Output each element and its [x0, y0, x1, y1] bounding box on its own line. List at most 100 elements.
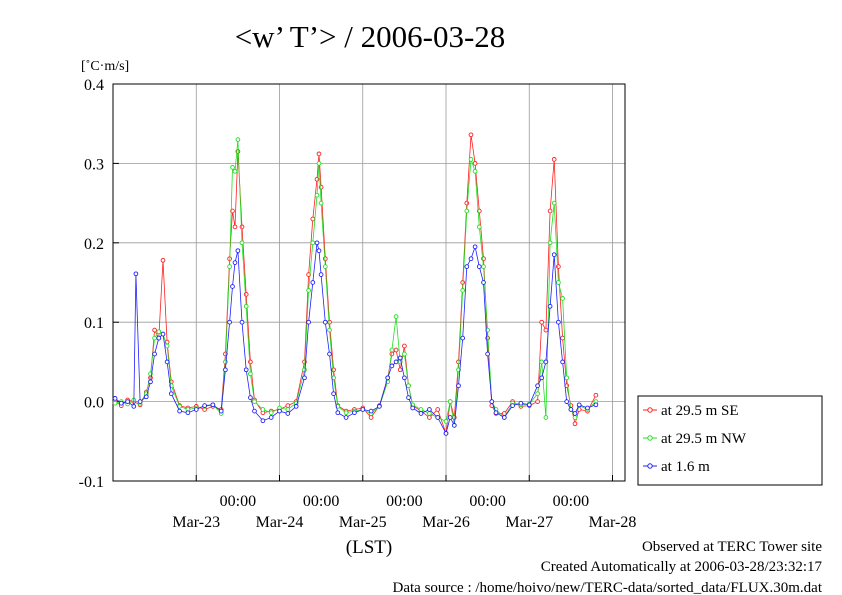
series-1-point-78 — [551, 200, 557, 206]
series-2-point-30 — [277, 408, 282, 414]
y-tick-label-1: 0.3 — [84, 156, 104, 173]
series-2-point-69 — [489, 399, 495, 404]
series-0-point-56 — [435, 407, 441, 412]
series-2-point-0 — [112, 396, 118, 401]
series-line-1 — [115, 139, 597, 426]
series-2-point-34 — [306, 319, 311, 325]
series-1-point-62 — [464, 208, 470, 214]
series-0-point-36 — [316, 151, 322, 157]
series-2-point-7 — [148, 379, 153, 385]
series-2-point-53 — [406, 395, 411, 400]
series-1-point-77 — [547, 240, 553, 246]
series-2-point-17 — [210, 402, 216, 408]
series-1-point-74 — [535, 391, 540, 397]
series-2-point-76 — [539, 375, 545, 381]
series-2-point-61 — [456, 383, 461, 389]
y-tick-label-0: 0.4 — [84, 77, 104, 94]
series-0-point-38 — [322, 256, 328, 262]
series-0-point-86 — [593, 392, 599, 398]
series-0-point-79 — [556, 264, 561, 269]
x-tick-time-label-1: 00:00 — [303, 493, 339, 510]
series-2-point-9 — [156, 335, 162, 341]
series-1-point-27 — [260, 407, 266, 412]
series-1-point-81 — [564, 375, 570, 381]
series-0-point-76 — [543, 327, 549, 333]
series-1-point-28 — [268, 410, 274, 416]
series-2-point-35 — [310, 280, 316, 285]
series-2-point-50 — [393, 359, 399, 365]
series-2-point-84 — [572, 411, 578, 416]
series-2-point-54 — [410, 405, 416, 411]
series-2-point-40 — [327, 351, 332, 357]
x-tick-time-label-2: 00:00 — [386, 493, 422, 510]
series-2-point-19 — [223, 367, 228, 373]
series-1-point-30 — [285, 407, 291, 412]
series-0-point-83 — [572, 421, 578, 427]
grid-lines — [113, 84, 625, 481]
series-line-0 — [114, 134, 597, 434]
series-0-point-45 — [368, 415, 374, 420]
series-2-point-41 — [331, 391, 336, 397]
series-1-point-83 — [572, 415, 578, 420]
series-1-point-51 — [402, 351, 407, 357]
series-2-point-49 — [389, 363, 395, 369]
series-0-point-39 — [327, 319, 332, 325]
series-0-point-9 — [160, 257, 166, 263]
series-1-point-0 — [112, 400, 118, 406]
series-1-point-7 — [152, 335, 157, 341]
series-1-point-39 — [327, 327, 332, 333]
series-2-point-13 — [177, 408, 182, 414]
series-2-point-28 — [260, 418, 266, 424]
series-2-point-36 — [314, 240, 320, 246]
series-2-point-68 — [485, 351, 490, 357]
x-tick-time-label-3: 00:00 — [469, 493, 505, 510]
series-2-point-72 — [510, 403, 515, 408]
series-2-point-31 — [285, 411, 291, 416]
series-2-point-59 — [447, 415, 453, 420]
legend-box — [637, 395, 823, 486]
series-0-point-25 — [248, 359, 253, 365]
series-2-point-83 — [568, 407, 574, 412]
series-2-point-75 — [535, 383, 540, 389]
legend-swatch-marker-0 — [647, 407, 653, 413]
series-1-point-35 — [314, 192, 320, 198]
series-2-point-39 — [322, 319, 328, 325]
series-1-point-37 — [318, 200, 324, 206]
series-2-point-82 — [564, 399, 570, 404]
series-1-point-49 — [393, 314, 399, 319]
series-2-point-27 — [252, 408, 257, 414]
series-1-point-80 — [560, 296, 565, 301]
x-date-label-4: Mar-27 — [505, 514, 553, 531]
series-2-point-14 — [185, 410, 191, 416]
series-1-point-58 — [447, 399, 453, 404]
series-2-point-11 — [164, 359, 170, 365]
series-0-point-34 — [310, 216, 316, 222]
series-0-point-40 — [331, 367, 336, 373]
series-0-point-50 — [397, 367, 403, 373]
series-2-point-64 — [468, 256, 474, 262]
series-1-point-22 — [235, 137, 241, 142]
legend-swatch-marker-1 — [647, 435, 653, 441]
series-0-point-78 — [551, 157, 557, 162]
series-2-point-73 — [518, 400, 524, 406]
series-1-point-75 — [539, 359, 545, 365]
y-tick-label-3: 0.1 — [84, 315, 104, 332]
series-1-point-65 — [476, 224, 482, 230]
series-2-point-58 — [443, 431, 449, 436]
y-tick-label-4: 0.0 — [84, 395, 104, 412]
series-2-point-55 — [418, 411, 424, 416]
series-1-point-55 — [427, 411, 432, 416]
series-2-point-6 — [143, 394, 149, 400]
series-2-point-16 — [202, 403, 207, 408]
series-2-point-78 — [547, 303, 553, 309]
series-2-point-65 — [472, 244, 478, 250]
series-1-point-19 — [227, 264, 232, 269]
series-0-point-64 — [472, 161, 478, 166]
series-2-point-37 — [316, 248, 322, 254]
series-2-point-62 — [460, 335, 466, 341]
y-tick-label-5: -0.1 — [79, 474, 104, 491]
x-date-label-1: Mar-24 — [256, 514, 304, 531]
legend: at 29.5 m SE at 29.5 m NW at 1.6 m — [637, 395, 823, 486]
